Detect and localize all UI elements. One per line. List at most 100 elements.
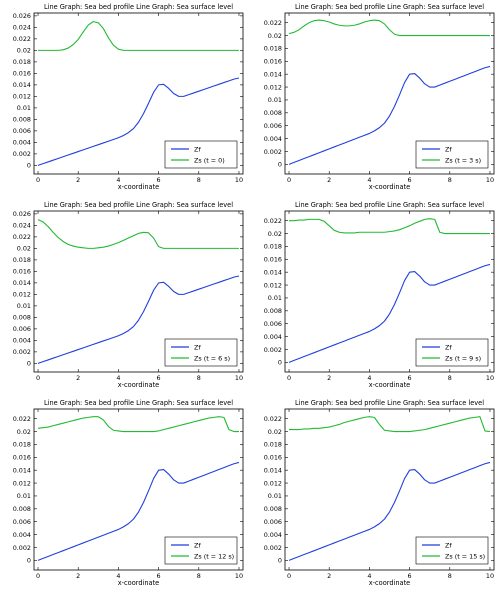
series-line-zs [288, 19, 490, 37]
x-axis-label: x-coordinate [369, 381, 410, 389]
x-tick-label: 10 [235, 572, 243, 580]
y-tick-label: 0.01 [17, 302, 31, 310]
legend-label: Zf [445, 541, 452, 549]
y-tick-label: 0.012 [13, 93, 31, 101]
y-tick-label: 0.002 [264, 148, 282, 156]
legend-label: Zf [194, 145, 201, 153]
series-line-zf [37, 461, 240, 561]
legend: Zf Zs (t = 0) [164, 140, 238, 169]
chart-title: Line Graph: Sea bed profile Line Graph: … [295, 201, 484, 209]
y-tick-label: 0.002 [13, 544, 31, 552]
y-tick-label: 0.014 [13, 279, 31, 287]
y-tick-label: 0.014 [13, 81, 31, 89]
chart-svg: Line Graph: Sea bed profile Line Graph: … [264, 3, 495, 191]
y-tick-label: 0.018 [13, 441, 31, 449]
y-tick-label: 0.014 [264, 268, 282, 276]
y-tick-label: 0.02 [17, 245, 31, 253]
x-tick-label: 6 [408, 176, 412, 184]
legend-label: Zs (t = 3 s) [445, 156, 481, 164]
y-tick-label: 0.01 [17, 104, 31, 112]
y-tick-label: 0.004 [264, 333, 282, 341]
legend-label: Zs (t = 15 s) [445, 552, 485, 560]
x-tick-label: 6 [408, 572, 412, 580]
x-tick-label: 8 [197, 572, 201, 580]
y-tick-label: 0.008 [13, 116, 31, 124]
x-tick-label: 0 [36, 176, 40, 184]
chart-title: Line Graph: Sea bed profile Line Graph: … [295, 3, 484, 11]
chart-title: Line Graph: Sea bed profile Line Graph: … [44, 201, 233, 209]
legend-box [164, 536, 238, 565]
y-tick-label: 0.004 [264, 531, 282, 539]
legend-box [415, 140, 489, 169]
series-line-zf [37, 77, 240, 166]
x-tick-label: 6 [157, 176, 161, 184]
y-tick-label: 0.012 [13, 479, 31, 487]
x-tick-label: 2 [327, 374, 331, 382]
x-tick-label: 10 [486, 176, 494, 184]
y-tick-label: 0.016 [13, 268, 31, 276]
y-tick-label: 0 [278, 359, 282, 367]
y-tick-label: 0.022 [13, 35, 31, 43]
y-tick-label: 0.024 [13, 222, 31, 230]
legend-box [164, 140, 238, 169]
y-tick-label: 0.02 [268, 32, 282, 40]
y-tick-label: 0.014 [264, 70, 282, 78]
chart-panel: Line Graph: Sea bed profile Line Graph: … [0, 396, 250, 598]
y-tick-label: 0.01 [268, 294, 282, 302]
y-tick-label: 0.026 [13, 12, 31, 20]
legend: Zf Zs (t = 9 s) [415, 338, 489, 367]
y-tick-label: 0 [278, 161, 282, 169]
legend-label: Zf [194, 343, 201, 351]
y-tick-label: 0.018 [13, 58, 31, 66]
y-tick-label: 0.012 [264, 281, 282, 289]
y-tick-label: 0.008 [264, 505, 282, 513]
y-tick-label: 0.022 [264, 415, 282, 423]
series-line-zs [289, 416, 491, 433]
legend-label: Zs (t = 12 s) [194, 552, 234, 560]
y-tick-label: 0.004 [13, 337, 31, 345]
x-tick-label: 10 [235, 374, 243, 382]
y-tick-label: 0.016 [264, 58, 282, 66]
chart-panel: Line Graph: Sea bed profile Line Graph: … [251, 396, 501, 598]
y-tick-label: 0.006 [13, 325, 31, 333]
x-tick-label: 0 [287, 176, 291, 184]
legend-label: Zs (t = 9 s) [445, 354, 481, 362]
x-tick-label: 6 [157, 374, 161, 382]
y-tick-label: 0.016 [264, 256, 282, 264]
y-tick-label: 0.022 [264, 19, 282, 27]
chart-svg: Line Graph: Sea bed profile Line Graph: … [13, 399, 244, 587]
y-tick-label: 0.016 [13, 70, 31, 78]
y-tick-label: 0.008 [13, 505, 31, 513]
x-tick-label: 4 [367, 374, 371, 382]
y-tick-label: 0.006 [264, 518, 282, 526]
legend-box [415, 338, 489, 367]
x-tick-label: 2 [76, 572, 80, 580]
series-line-zf [288, 65, 491, 165]
series-line-zs [289, 218, 490, 235]
chart-title: Line Graph: Sea bed profile Line Graph: … [295, 399, 484, 407]
x-tick-label: 4 [367, 572, 371, 580]
x-tick-label: 8 [197, 374, 201, 382]
x-axis-label: x-coordinate [369, 183, 410, 191]
legend-label: Zf [194, 541, 201, 549]
plot-frame [33, 408, 244, 571]
series-line-zs [37, 416, 239, 433]
chart-svg: Line Graph: Sea bed profile Line Graph: … [264, 201, 495, 389]
y-tick-label: 0.014 [264, 466, 282, 474]
series-line-zf [37, 275, 240, 364]
y-tick-label: 0 [27, 162, 31, 170]
chart-panel: Line Graph: Sea bed profile Line Graph: … [251, 0, 501, 202]
y-tick-label: 0.018 [264, 441, 282, 449]
y-tick-label: 0.006 [13, 127, 31, 135]
legend-label: Zs (t = 0) [194, 156, 225, 164]
legend-label: Zs (t = 6 s) [194, 354, 230, 362]
y-tick-label: 0.022 [13, 233, 31, 241]
plot-frame [284, 408, 495, 571]
y-tick-label: 0.016 [13, 454, 31, 462]
series-line-zf [288, 263, 491, 363]
y-tick-label: 0.01 [268, 96, 282, 104]
chart-svg: Line Graph: Sea bed profile Line Graph: … [264, 399, 495, 587]
x-tick-label: 4 [116, 176, 120, 184]
x-tick-label: 0 [287, 374, 291, 382]
